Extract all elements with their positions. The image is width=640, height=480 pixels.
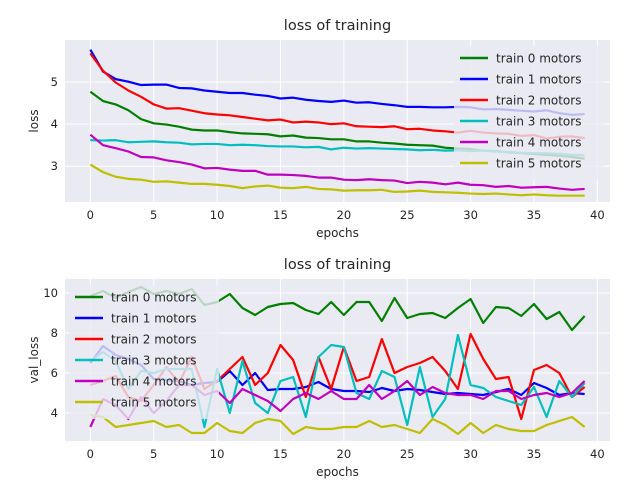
val-loss-legend-label-train-1-motors: train 1 motors	[111, 312, 196, 326]
val-loss-chart-title: loss of training	[284, 257, 391, 273]
loss-legend-label-train-5-motors: train 5 motors	[496, 157, 581, 171]
val-loss-x-tick-35: 35	[527, 447, 542, 461]
loss-x-tick-0: 0	[87, 208, 94, 222]
val-loss-legend-label-train-0-motors: train 0 motors	[111, 291, 196, 305]
val-loss-y-tick-4: 4	[51, 406, 58, 420]
loss-x-tick-5: 5	[150, 208, 157, 222]
loss-y-axis-label: loss	[27, 109, 41, 132]
val-loss-x-tick-40: 40	[590, 447, 605, 461]
val-loss-legend-label-train-3-motors: train 3 motors	[111, 354, 196, 368]
val-loss-line-train-5-motors	[90, 413, 586, 436]
val-loss-y-tick-10: 10	[43, 286, 58, 300]
loss-x-tick-15: 15	[273, 208, 288, 222]
loss-legend-label-train-3-motors: train 3 motors	[496, 115, 581, 129]
loss-x-tick-40: 40	[590, 208, 605, 222]
loss-x-tick-25: 25	[400, 208, 415, 222]
loss-x-tick-labels: 0 5 10 15 20 25 30 35 40	[87, 208, 605, 222]
loss-x-tick-30: 30	[463, 208, 478, 222]
loss-line-train-5-motors	[89, 163, 585, 197]
val-loss-x-tick-10: 10	[210, 447, 225, 461]
loss-legend: train 0 motors train 1 motors train 2 moto…	[454, 46, 604, 180]
loss-y-tick-3: 3	[51, 159, 58, 173]
loss-x-tick-20: 20	[337, 208, 352, 222]
val-loss-x-tick-25: 25	[400, 447, 415, 461]
val-loss-legend: train 0 motors train 1 motors train 2 moto…	[69, 285, 219, 419]
loss-legend-label-train-1-motors: train 1 motors	[496, 73, 581, 87]
loss-y-tick-5: 5	[51, 75, 58, 89]
val-loss-x-tick-labels: 0 5 10 15 20 25 30 35 40	[87, 447, 605, 461]
val-loss-y-tick-labels: 4 6 8 10	[43, 286, 58, 420]
val-loss-x-tick-15: 15	[273, 447, 288, 461]
loss-line-train-4-motors	[89, 133, 585, 191]
val-loss-y-axis-label: val_loss	[27, 337, 41, 384]
loss-x-tick-35: 35	[527, 208, 542, 222]
loss-legend-label-train-2-motors: train 2 motors	[496, 94, 581, 108]
loss-y-tick-4: 4	[51, 117, 58, 131]
loss-legend-label-train-4-motors: train 4 motors	[496, 136, 581, 150]
val-loss-x-tick-30: 30	[463, 447, 478, 461]
loss-chart-title: loss of training	[284, 18, 391, 34]
loss-subplot: 0 5 10 15 20 25 30 35 40 3 4 5 loss of training ep…	[27, 18, 610, 240]
val-loss-x-tick-0: 0	[87, 447, 94, 461]
val-loss-y-tick-8: 8	[51, 326, 58, 340]
val-loss-x-tick-20: 20	[337, 447, 352, 461]
val-loss-legend-label-train-2-motors: train 2 motors	[111, 333, 196, 347]
loss-y-tick-labels: 3 4 5	[51, 75, 58, 173]
loss-legend-box	[454, 46, 604, 180]
loss-x-axis-label: epochs	[316, 226, 359, 240]
val-loss-legend-label-train-4-motors: train 4 motors	[111, 375, 196, 389]
val-loss-x-axis-label: epochs	[316, 465, 359, 479]
loss-x-tick-10: 10	[210, 208, 225, 222]
val-loss-x-tick-5: 5	[150, 447, 157, 461]
val-loss-legend-box	[69, 285, 219, 419]
loss-legend-label-train-0-motors: train 0 motors	[496, 52, 581, 66]
val-loss-y-tick-6: 6	[51, 366, 58, 380]
val-loss-legend-label-train-5-motors: train 5 motors	[111, 396, 196, 410]
